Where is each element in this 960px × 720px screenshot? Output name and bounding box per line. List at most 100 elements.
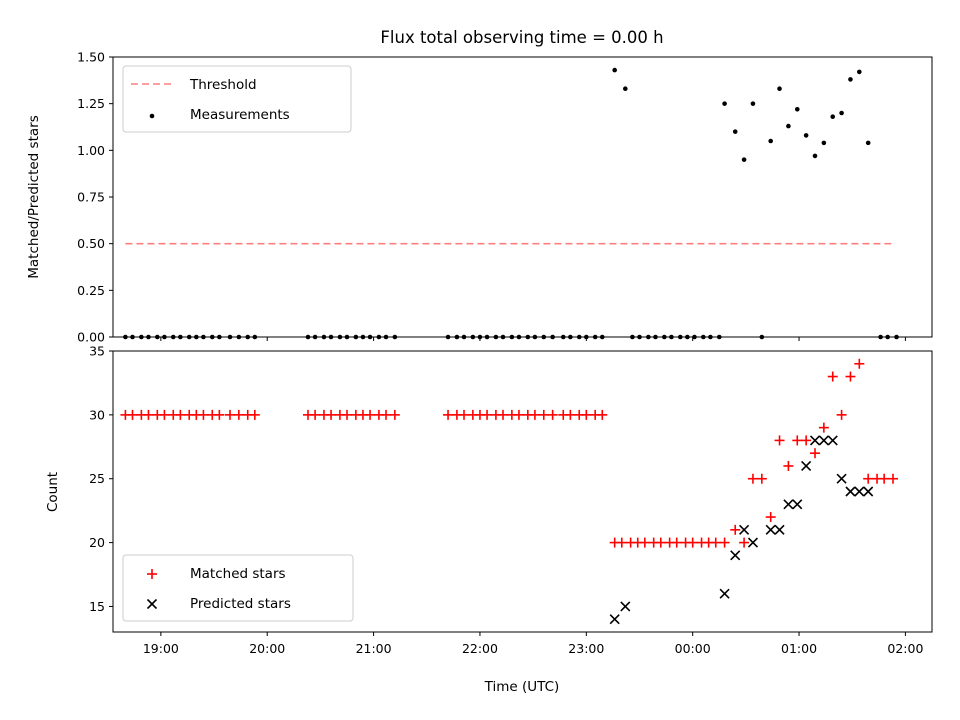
predicted-star-point <box>620 601 631 612</box>
matched-star-point <box>863 473 874 484</box>
matched-star-point <box>326 409 337 420</box>
measurement-point <box>509 334 515 340</box>
matched-legend-label: Matched stars <box>190 566 286 582</box>
measurement-point <box>669 334 674 340</box>
matched-star-point <box>792 435 803 446</box>
top-y-tick-label: 1.25 <box>77 96 105 111</box>
top-panel: Flux total observing time = 0.00 h Match… <box>26 28 933 345</box>
bottom-y-tick-label: 35 <box>89 344 105 359</box>
x-tick-label: 23:00 <box>568 641 604 656</box>
matched-star-point <box>801 435 812 446</box>
measurement-point <box>812 153 818 159</box>
measurement-point <box>894 334 899 340</box>
predicted-star-point <box>827 435 838 446</box>
measurement-point <box>646 334 651 340</box>
matched-star-point <box>310 409 321 420</box>
bottom-y-tick-label: 25 <box>89 471 105 486</box>
predicted-marker-b <box>783 499 794 510</box>
matched-star-point <box>565 409 576 420</box>
matched-star-point <box>710 537 721 548</box>
predicted-marker-b <box>854 486 865 497</box>
top-y-tick-label: 1.00 <box>77 143 105 158</box>
matched-star-point <box>482 409 493 420</box>
x-tick-label: 01:00 <box>781 641 817 656</box>
matched-star-point <box>783 460 794 471</box>
measurement-point <box>568 334 573 340</box>
predicted-star-point <box>730 550 741 561</box>
measurement-point <box>692 334 697 340</box>
measurement-point <box>857 69 862 75</box>
measurement-point <box>445 334 451 340</box>
matched-star-point <box>459 409 469 420</box>
matched-star-point <box>127 409 138 420</box>
matched-star-point <box>845 371 856 382</box>
measurement-point <box>777 86 782 92</box>
matched-star-point <box>639 537 650 548</box>
predicted-marker-b <box>801 460 812 472</box>
x-tick-label: 19:00 <box>143 641 179 656</box>
matched-star-point <box>233 409 244 420</box>
measurement-point <box>186 334 192 340</box>
predicted-star-point <box>739 524 750 535</box>
matched-star-point <box>342 409 352 420</box>
predicted-marker-b <box>765 524 776 535</box>
measurement-point <box>130 334 135 340</box>
predicted-star-point <box>845 486 856 497</box>
bottom-legend: Matched stars Predicted stars <box>122 554 354 622</box>
measurement-point <box>525 334 531 340</box>
measurement-point <box>236 334 242 340</box>
matched-star-point <box>854 358 865 369</box>
measurement-point <box>516 334 522 340</box>
bottom-y-tick-label: 30 <box>89 407 105 422</box>
matched-star-point <box>774 435 785 446</box>
measurement-point <box>821 140 827 146</box>
measurement-point <box>454 334 460 340</box>
measurement-point <box>662 334 667 340</box>
measurement-point <box>701 334 706 340</box>
matched-star-point <box>739 537 750 548</box>
top-y-tick-label: 0.50 <box>77 236 105 251</box>
predicted-star-point <box>765 524 776 535</box>
predicted-marker-b <box>774 524 785 535</box>
predicted-marker-b <box>792 499 803 510</box>
matched-star-point <box>655 537 666 548</box>
matched-star-point <box>529 409 540 420</box>
chart-title: Flux total observing time = 0.00 h <box>380 28 663 47</box>
top-y-axis-label: Matched/Predicted stars <box>26 115 42 278</box>
measurement-point <box>337 334 343 340</box>
measurement-point <box>708 334 713 340</box>
measurement-point <box>376 334 382 340</box>
matched-star-point <box>389 409 400 420</box>
top-legend-box <box>122 65 352 133</box>
predicted-marker-b <box>845 486 856 497</box>
top-y-tick-label: 0.25 <box>77 283 105 298</box>
top-y-tick-label: 1.50 <box>77 50 105 65</box>
x-tick-label: 02:00 <box>887 641 923 656</box>
measurement-point <box>550 334 555 340</box>
measurement-point <box>630 334 635 340</box>
matched-star-point <box>365 409 376 420</box>
measurement-point <box>716 334 722 340</box>
measurement-point <box>477 334 483 340</box>
matched-star-point <box>581 409 592 420</box>
predicted-legend-swatch <box>146 598 158 610</box>
matched-star-point <box>765 512 776 523</box>
measurement-point <box>803 133 809 138</box>
predicted-star-point <box>809 435 821 446</box>
x-tick-label: 21:00 <box>356 641 392 656</box>
measurement-point <box>612 67 617 73</box>
predicted-marker-b <box>836 473 847 484</box>
measurement-point <box>794 106 800 112</box>
measurement-point <box>252 334 258 340</box>
measurement-point <box>245 334 251 340</box>
bottom-x-axis: 19:00 20:00 21:00 22:00 23:00 00:00 01:00 02:00 <box>143 632 923 656</box>
matched-star-point <box>443 409 454 420</box>
predicted-marker-b <box>620 601 631 612</box>
measurement-point <box>839 110 844 116</box>
matched-star-point <box>547 409 558 420</box>
measurement-point <box>321 334 327 340</box>
predicted-marker-b <box>863 486 874 497</box>
measurement-point <box>493 334 499 340</box>
predicted-star-point <box>863 486 874 497</box>
